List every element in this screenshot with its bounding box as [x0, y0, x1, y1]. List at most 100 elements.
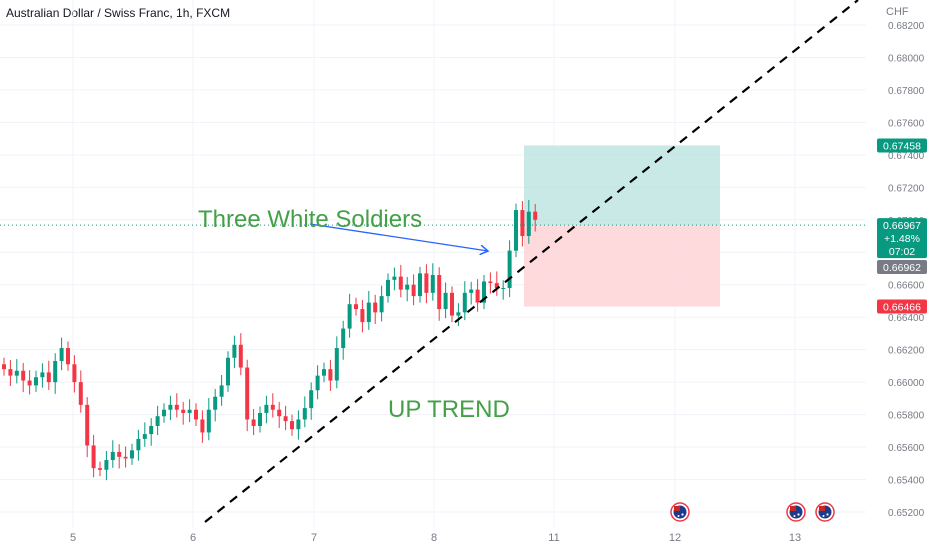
candle-body [46, 372, 51, 383]
candle-body [475, 289, 480, 303]
candle-body [245, 367, 250, 420]
candle-body [354, 304, 358, 310]
candle-body [72, 364, 77, 383]
trend-line [204, 0, 859, 523]
candle-body [296, 419, 301, 430]
y-tick-label: 0.65400 [888, 476, 925, 487]
y-tick-label: 0.66200 [888, 346, 925, 357]
candle-body [123, 456, 128, 459]
svg-text:0.67458: 0.67458 [883, 140, 921, 152]
x-tick-label: 7 [311, 532, 317, 544]
candle-body [469, 289, 474, 293]
candle-body [334, 348, 339, 381]
x-tick-label: 5 [70, 532, 76, 544]
y-tick-label: 0.65800 [888, 411, 925, 422]
candle-body [78, 382, 83, 405]
svg-text:07:02: 07:02 [889, 246, 915, 258]
svg-text:+1.48%: +1.48% [884, 233, 920, 245]
candle-body [117, 451, 122, 457]
candle-body [430, 274, 435, 293]
target-zone [524, 145, 720, 226]
current-price-tag: 0.66967+1.48%07:02 [877, 218, 927, 259]
y-tick-label: 0.66600 [888, 281, 925, 292]
candle-body [130, 450, 134, 459]
candle-body [322, 369, 326, 376]
chart-title: Australian Dollar / Swiss Franc, 1h, FXC… [6, 6, 231, 20]
candle-body [309, 390, 314, 409]
candles [2, 199, 538, 481]
candle-body [194, 409, 198, 420]
candle-body [526, 211, 531, 237]
grid-lines [0, 0, 866, 528]
candle-body [142, 434, 147, 439]
candle-body [238, 344, 243, 368]
y-tick-label: 0.65200 [888, 508, 925, 519]
bid-price-tag: 0.66962 [877, 260, 927, 274]
candle-body [181, 409, 186, 413]
candle-body [270, 404, 275, 410]
candle-body [520, 210, 525, 237]
candle-body [232, 344, 237, 358]
candle-body [462, 292, 467, 313]
candle-body [187, 409, 192, 413]
take-profit-tag: 0.67458 [877, 138, 927, 153]
candle-body [347, 304, 352, 329]
x-tick-label: 8 [431, 532, 437, 544]
candle-body [14, 370, 19, 376]
x-tick-label: 11 [548, 532, 559, 544]
candle-body [456, 312, 461, 316]
candle-body [341, 328, 346, 349]
y-tick-label: 0.65600 [888, 443, 925, 454]
event-flags[interactable] [670, 502, 835, 522]
candle-body [302, 408, 307, 420]
y-tick-label: 0.67800 [888, 86, 925, 97]
candle-body [91, 445, 96, 469]
candle-body [258, 412, 262, 426]
candle-body [405, 284, 410, 290]
candle-body [110, 451, 115, 461]
svg-text:0.66466: 0.66466 [883, 301, 921, 313]
candle-body [514, 210, 518, 251]
svg-text:0.66967: 0.66967 [883, 220, 921, 232]
au-flag-icon[interactable] [670, 502, 690, 522]
y-tick-label: 0.67200 [888, 183, 925, 194]
y-tick-label: 0.68000 [888, 53, 925, 64]
au-flag-icon[interactable] [786, 502, 806, 522]
candle-body [206, 409, 211, 433]
candle-body [53, 361, 58, 383]
pattern-arrow [309, 223, 488, 251]
candle-body [277, 409, 282, 417]
candle-body [501, 287, 506, 289]
currency-label: CHF [886, 6, 909, 18]
position-zones [524, 145, 720, 307]
candle-body [136, 438, 141, 451]
pattern-annotation: Three White Soldiers [198, 206, 422, 233]
candle-body [373, 302, 378, 313]
overlays: Three White Soldiers UP TREND [0, 0, 866, 523]
candle-body [283, 416, 288, 422]
candle-body [450, 292, 454, 316]
x-tick-label: 12 [669, 532, 681, 544]
candle-body [27, 380, 32, 386]
candle-body [98, 468, 102, 470]
candle-body [85, 404, 90, 446]
candle-body [149, 425, 154, 435]
candle-body [226, 357, 230, 386]
candle-body [168, 404, 173, 410]
candle-body [251, 419, 256, 426]
au-flag-icon[interactable] [815, 502, 835, 522]
time-axis[interactable]: 5 6 7 8 11 12 13 [70, 532, 801, 544]
x-tick-label: 13 [789, 532, 801, 544]
candle-body [59, 348, 64, 362]
candle-body [34, 377, 38, 386]
svg-text:0.66962: 0.66962 [883, 262, 921, 274]
candle-body [488, 281, 493, 284]
candle-body [219, 385, 224, 397]
candle-body [437, 274, 442, 310]
candle-body [174, 404, 179, 410]
candle-body [328, 369, 333, 381]
candle-body [424, 273, 429, 293]
candle-body [290, 421, 294, 430]
y-tick-label: 0.68200 [888, 21, 925, 32]
